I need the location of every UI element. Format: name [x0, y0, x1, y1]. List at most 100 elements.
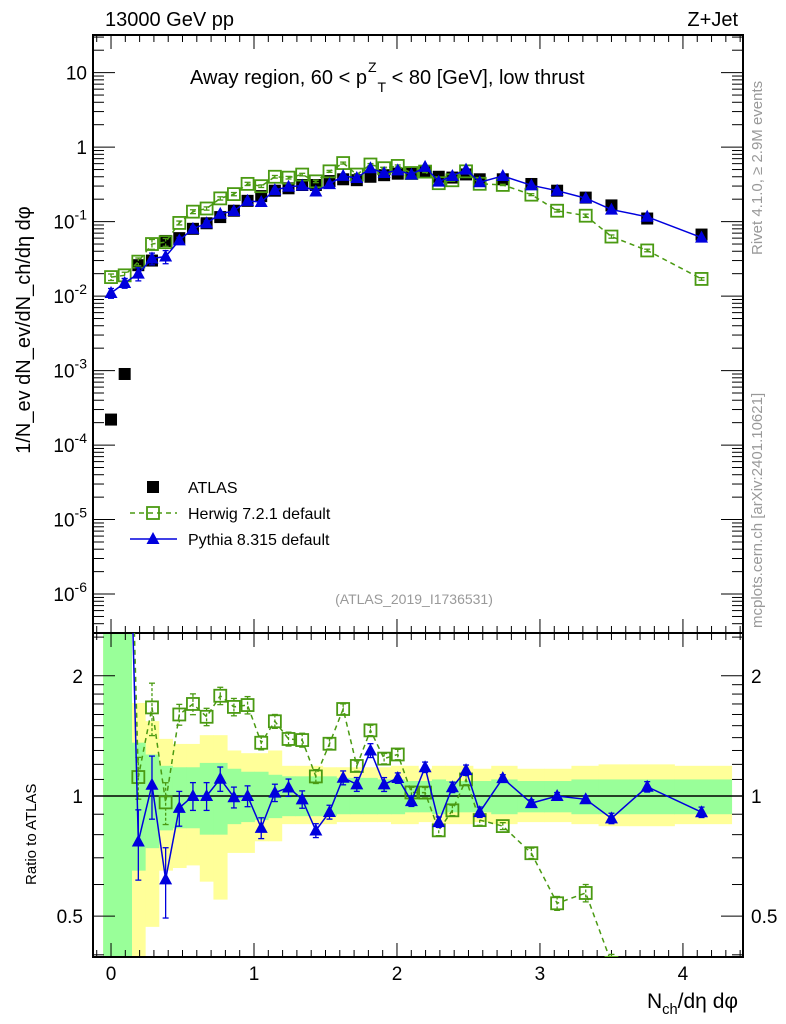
pythia-point: [200, 216, 214, 229]
herwig-point: [578, 886, 593, 900]
pythia-point: [350, 170, 364, 183]
side-label-top: Rivet 4.1.0, ≥ 2.9M events: [749, 81, 766, 255]
herwig-point: [336, 702, 351, 716]
ratio-tick-label-right: 0.5: [751, 907, 777, 928]
pythia-point: [695, 230, 709, 243]
herwig-point: [213, 688, 228, 703]
pythia-point: [524, 796, 538, 809]
herwig-point: [145, 237, 159, 251]
y-tick-label: 10-4: [53, 430, 87, 457]
ratio-tick-label: 0.5: [57, 907, 83, 928]
x-tick-label: 3: [535, 964, 546, 985]
herwig-point: [390, 747, 405, 762]
herwig-point: [550, 203, 565, 218]
herwig-point: [186, 697, 200, 711]
x-tick-label: 2: [392, 964, 403, 985]
pythia-point: [640, 779, 654, 792]
legend-label: Pythia 8.315 default: [188, 532, 330, 549]
pythia-point: [459, 162, 473, 175]
pythia-point: [254, 195, 268, 208]
atlas-point: [105, 413, 118, 426]
herwig-point: [240, 176, 255, 191]
legend-label: ATLAS: [188, 480, 238, 497]
pythia-point: [200, 788, 214, 801]
herwig-point: [213, 191, 228, 206]
pythia-point: [282, 179, 296, 192]
band-inner-bin: [103, 633, 119, 957]
pythia-point: [104, 286, 118, 299]
y-tick-label: 10: [66, 64, 87, 85]
pythia-point: [322, 177, 336, 190]
pythia-point: [118, 301, 131, 313]
pythia-point: [159, 872, 173, 885]
legend: ATLAS Herwig 7.2.1 default Pythia 8.315 de…: [130, 480, 331, 549]
herwig-point: [267, 169, 282, 184]
pythia-point: [268, 183, 282, 196]
ratio-plot-frame: [92, 632, 744, 958]
pythia-point: [241, 193, 255, 206]
x-tick-label: 0: [106, 964, 117, 985]
herwig-point: [172, 216, 187, 230]
herwig-point: [186, 204, 200, 219]
pythia-point: [172, 800, 186, 813]
pythia-point: [131, 834, 145, 847]
herwig-point: [131, 770, 146, 784]
legend-label: Herwig 7.2.1 default: [188, 506, 331, 523]
pythia-point: [105, 111, 118, 123]
legend-marker: [146, 506, 160, 520]
herwig-point: [227, 187, 241, 202]
herwig-point: [349, 759, 364, 773]
herwig-line: [110, 162, 702, 280]
x-tick-label: 4: [678, 964, 689, 985]
y-tick-label: 10-3: [53, 356, 87, 383]
pythia-point: [604, 202, 618, 215]
band-inner-bin: [390, 779, 406, 815]
ratio-y-axis-label: Ratio to ATLAS: [23, 784, 40, 885]
herwig-point: [254, 179, 269, 194]
pythia-point: [459, 763, 473, 776]
pythia-point: [391, 163, 405, 176]
herwig-point: [295, 733, 310, 747]
y-tick-label: 1: [76, 138, 87, 159]
pythia-point: [432, 174, 446, 187]
herwig-point: [281, 732, 296, 746]
pythia-point: [336, 168, 350, 181]
band-inner-bin: [491, 779, 518, 815]
side-label-bottom: mcplots.cern.ch [arXiv:2401.10621]: [749, 393, 766, 628]
pythia-point: [432, 815, 446, 828]
pythia-point: [309, 823, 323, 836]
herwig-point: [640, 243, 655, 258]
herwig-point: [145, 700, 159, 715]
herwig-point: [131, 254, 146, 269]
pythia-point: [295, 178, 309, 191]
pythia-point: [604, 811, 618, 824]
ratio-bands: [103, 633, 733, 957]
herwig-point: [104, 270, 118, 284]
pythia-point: [579, 792, 593, 805]
herwig-point: [641, 961, 653, 973]
pythia-point: [391, 771, 405, 784]
pythia-point: [550, 183, 564, 196]
atlas-point: [118, 367, 131, 380]
herwig-point: [377, 751, 392, 766]
band-inner-bin: [431, 779, 447, 815]
pythia-point: [186, 788, 200, 801]
y-tick-label: 10-1: [53, 207, 87, 234]
legend-marker: [146, 532, 160, 544]
pythia-point: [377, 777, 391, 790]
title-left: 13000 GeV pp: [105, 9, 234, 31]
pythia-point: [213, 771, 227, 784]
pythia-point: [227, 203, 241, 216]
ratio-tick-label-right: 2: [751, 667, 762, 688]
herwig-point: [418, 785, 432, 800]
x-tick-label: 1: [249, 964, 260, 985]
pythia-point: [363, 743, 377, 756]
y-tick-label: 10-2: [53, 281, 87, 308]
pythia-point: [640, 209, 654, 222]
ratio-tick-label-right: 1: [751, 787, 762, 808]
pythia-point: [241, 788, 255, 801]
y-tick-label: 10-5: [53, 505, 87, 532]
pythia-point: [322, 805, 336, 818]
pythia-point: [363, 161, 377, 174]
pythia-point: [496, 168, 510, 181]
